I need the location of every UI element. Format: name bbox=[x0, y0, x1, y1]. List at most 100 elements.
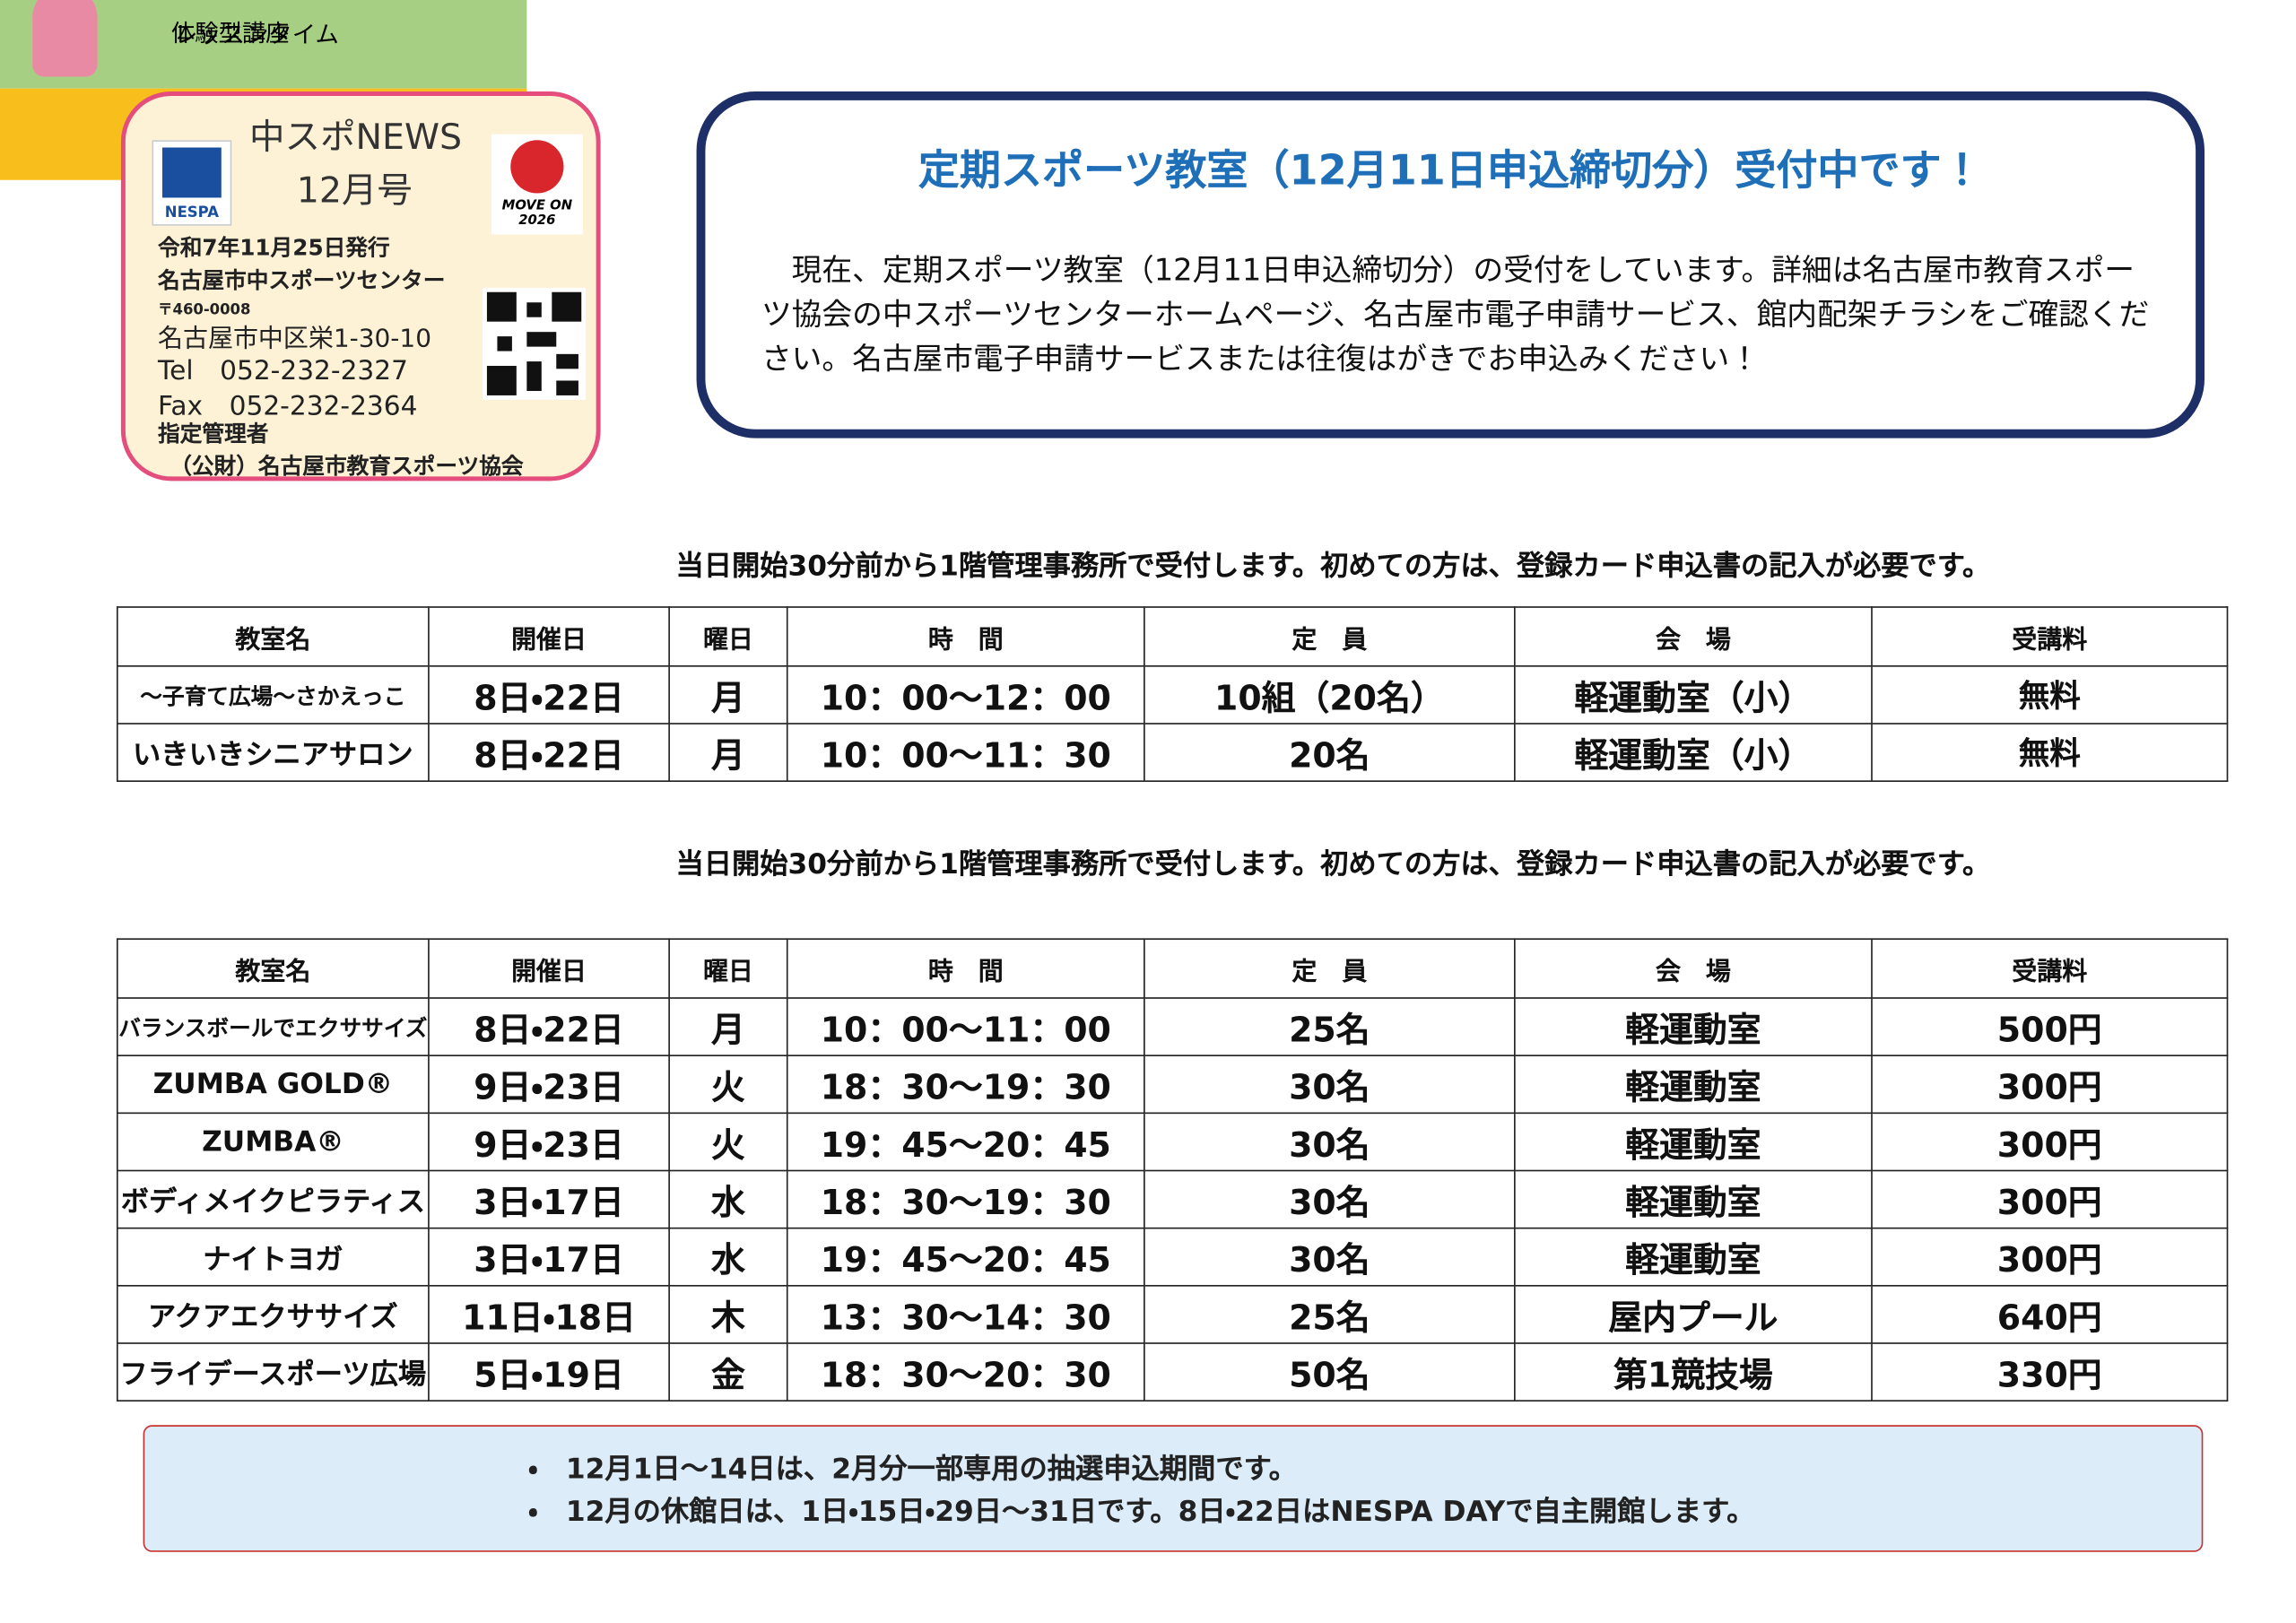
cell: 18：30～19：30 bbox=[786, 1055, 1145, 1115]
cell: 18：30～19：30 bbox=[786, 1169, 1145, 1229]
row: ボディメイクピラティス 3日・17日水 18：30～19：30 30名 軽運動室 300円 bbox=[116, 1169, 2229, 1229]
cell: 無料 bbox=[1871, 723, 2229, 782]
cell: 19：45～20：45 bbox=[786, 1112, 1145, 1172]
nespa-logo: NESPA bbox=[152, 140, 232, 226]
cell: アクアエクササイズ bbox=[116, 1285, 430, 1344]
cell: 9日・23日 bbox=[428, 1055, 670, 1115]
column-header: 曜日 bbox=[668, 606, 788, 667]
cell: 軽運動室 bbox=[1514, 1169, 1873, 1229]
cell: 11日・18日 bbox=[428, 1285, 670, 1344]
info-line: （公財）名古屋市教育スポーツ協会 bbox=[170, 453, 524, 480]
cell: 軽運動室 bbox=[1514, 997, 1873, 1056]
issue: 12月号 bbox=[296, 169, 413, 212]
cell: 25名 bbox=[1144, 997, 1516, 1056]
section-note: 当日開始30分前から1階管理事務所で受付します。初めての方は、登録カード申込書の… bbox=[675, 848, 1991, 881]
cell: 300円 bbox=[1871, 1112, 2229, 1172]
cell: 8日・22日 bbox=[428, 665, 670, 725]
cell: 20名 bbox=[1144, 723, 1516, 782]
cell: 屋内プール bbox=[1514, 1285, 1873, 1344]
cell: 30名 bbox=[1144, 1055, 1516, 1115]
cell: 軽運動室 bbox=[1514, 1055, 1873, 1115]
info-line: 指定管理者 bbox=[158, 420, 269, 447]
cell: 火 bbox=[668, 1055, 788, 1115]
cell: ボディメイクピラティス bbox=[116, 1169, 430, 1229]
cell: 金 bbox=[668, 1342, 788, 1402]
column-header: 曜日 bbox=[668, 938, 788, 999]
section-title: 体験型講座 bbox=[170, 19, 290, 48]
column-header: 教室名 bbox=[116, 938, 430, 999]
cell: フライデースポーツ広場 bbox=[116, 1342, 430, 1402]
row: ナイトヨガ 3日・17日水 19：45～20：45 30名 軽運動室 300円 bbox=[116, 1227, 2229, 1287]
cell: 50名 bbox=[1144, 1342, 1516, 1402]
cell: 9日・23日 bbox=[428, 1112, 670, 1172]
moveon-logo: MOVE ON 2026 bbox=[491, 134, 583, 235]
title: 中スポNEWS bbox=[249, 116, 463, 159]
row: バランスボールでエクササイズ 8日・22日月 10：00～11：00 25名 軽運動室 5… bbox=[116, 997, 2229, 1056]
column-header: 開催日 bbox=[428, 606, 670, 667]
footer-note: ・ 12月1日～14日は、2月分一部専用の抽選申込期間です。 bbox=[527, 1453, 1297, 1486]
notice-box: 定期スポーツ教室（12月11日申込締切分）受付中です！ 現在、定期スポーツ教室（… bbox=[696, 91, 2205, 438]
cell: ～子育て広場～さかえっこ bbox=[116, 665, 430, 725]
header-row: 教室名 開催日 曜日時 間定 員会 場受講料 bbox=[116, 606, 2229, 667]
notice-title: 定期スポーツ教室（12月11日申込締切分）受付中です！ bbox=[918, 145, 1983, 195]
info-line: Tel 052-232-2327 bbox=[158, 355, 408, 387]
cell: 軽運動室 bbox=[1514, 1227, 1873, 1287]
column-header: 開催日 bbox=[428, 938, 670, 999]
schedule-table: 教室名 開催日 曜日時 間定 員会 場受講料 ～子育て広場～さかえっこ 8日・22日月 1… bbox=[116, 606, 2229, 782]
cell: 水 bbox=[668, 1227, 788, 1287]
cell: 640円 bbox=[1871, 1285, 2229, 1344]
cell: 25名 bbox=[1144, 1285, 1516, 1344]
section-icon bbox=[32, 0, 98, 77]
cell: 無料 bbox=[1871, 665, 2229, 725]
qr-code bbox=[482, 287, 587, 400]
cell: 月 bbox=[668, 997, 788, 1056]
cell: 13：30～14：30 bbox=[786, 1285, 1145, 1344]
cell: 300円 bbox=[1871, 1169, 2229, 1229]
cell: 軽運動室（小） bbox=[1514, 665, 1873, 725]
notice-body: 現在、定期スポーツ教室（12月11日申込締切分）の受付をしています。詳細は名古屋… bbox=[761, 252, 2150, 377]
cell: 8日・22日 bbox=[428, 723, 670, 782]
info-box: NESPA 中スポNEWS 12月号 MOVE ON 2026 令和7年11月2… bbox=[120, 91, 601, 482]
cell: 500円 bbox=[1871, 997, 2229, 1056]
cell: 10：00～11：00 bbox=[786, 997, 1145, 1056]
cell: 軽運動室 bbox=[1514, 1112, 1873, 1172]
cell: 3日・17日 bbox=[428, 1227, 670, 1287]
section-title: レッスンタイム bbox=[174, 21, 339, 49]
logo-text: NESPA bbox=[164, 204, 219, 221]
column-header: 定 員 bbox=[1144, 606, 1516, 667]
info-line: 名古屋市中スポーツセンター bbox=[158, 266, 446, 294]
cell: 月 bbox=[668, 665, 788, 725]
column-header: 受講料 bbox=[1871, 938, 2229, 999]
info-line: Fax 052-232-2364 bbox=[158, 390, 418, 422]
row: いきいきシニアサロン 8日・22日月 10：00～11：30 20名 軽運動室（小） 無料 bbox=[116, 723, 2229, 782]
column-header: 受講料 bbox=[1871, 606, 2229, 667]
cell: ナイトヨガ bbox=[116, 1227, 430, 1287]
footer-scroll: ・ 12月1日～14日は、2月分一部専用の抽選申込期間です。・ 12月の休館日は… bbox=[143, 1425, 2204, 1552]
header-row: 教室名 開催日 曜日時 間定 員会 場受講料 bbox=[116, 938, 2229, 999]
cell: 火 bbox=[668, 1112, 788, 1172]
cell: 5日・19日 bbox=[428, 1342, 670, 1402]
cell: 30名 bbox=[1144, 1169, 1516, 1229]
schedule-table: 教室名 開催日 曜日時 間定 員会 場受講料 バランスボールでエクササイズ 8日・22日… bbox=[116, 938, 2229, 1402]
cell: いきいきシニアサロン bbox=[116, 723, 430, 782]
column-header: 時 間 bbox=[786, 938, 1145, 999]
section-note: 当日開始30分前から1階管理事務所で受付します。初めての方は、登録カード申込書の… bbox=[675, 550, 1991, 583]
cell: 8日・22日 bbox=[428, 997, 670, 1056]
cell: 330円 bbox=[1871, 1342, 2229, 1402]
info-line: 〒460-0008 bbox=[158, 302, 251, 319]
cell: ZUMBA® bbox=[116, 1112, 430, 1172]
cell: 木 bbox=[668, 1285, 788, 1344]
cell: 月 bbox=[668, 723, 788, 782]
row: アクアエクササイズ 11日・18日木 13：30～14：30 25名 屋内プール 640円 bbox=[116, 1285, 2229, 1344]
cell: 30名 bbox=[1144, 1227, 1516, 1287]
cell: ZUMBA GOLD® bbox=[116, 1055, 430, 1115]
cell: 水 bbox=[668, 1169, 788, 1229]
cell: 10：00～12：00 bbox=[786, 665, 1145, 725]
cell: 30名 bbox=[1144, 1112, 1516, 1172]
column-header: 定 員 bbox=[1144, 938, 1516, 999]
info-line: 令和7年11月25日発行 bbox=[158, 234, 390, 262]
row: ZUMBA® 9日・23日火 19：45～20：45 30名 軽運動室 300円 bbox=[116, 1112, 2229, 1172]
row: フライデースポーツ広場 5日・19日金 18：30～20：30 50名 第1競技場 330… bbox=[116, 1342, 2229, 1402]
